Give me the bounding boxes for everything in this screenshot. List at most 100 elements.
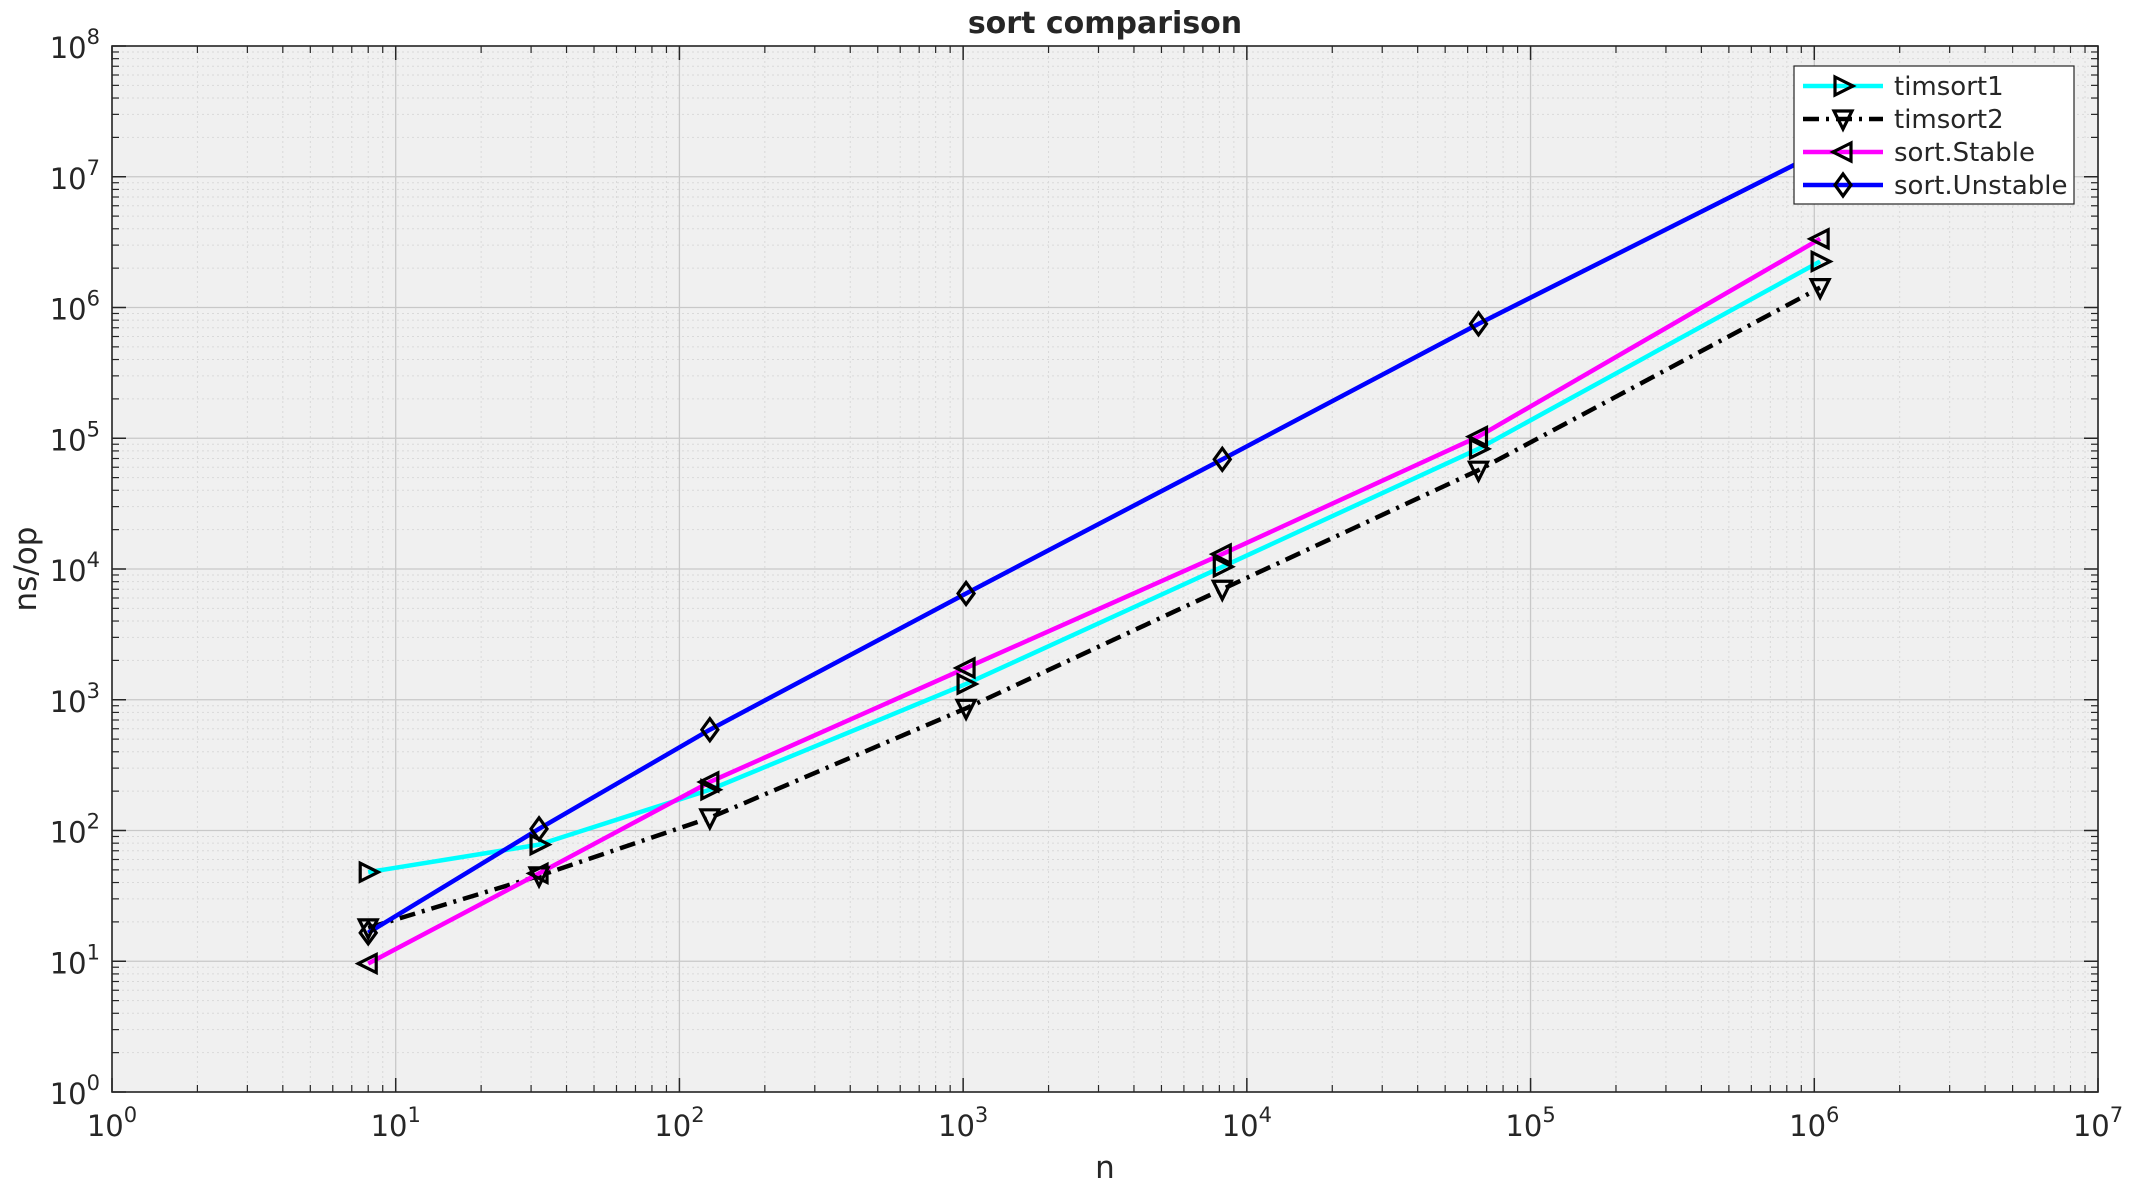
data-point-sort-stable [1208, 542, 1232, 566]
x-tick-base: 10 [1222, 1109, 1259, 1143]
series-line-timsort1 [367, 259, 1822, 875]
series-line-sort-unstable [367, 149, 1822, 935]
x-tick-label: 102 [654, 1103, 704, 1143]
y-tick-label: 101 [50, 940, 100, 980]
y-tick-base: 10 [50, 423, 87, 457]
legend-label-timsort2: timsort2 [1894, 105, 2004, 135]
series-line-sort-stable [367, 236, 1822, 966]
data-point-sort-unstable [1212, 445, 1233, 474]
data-point-timsort2 [1210, 579, 1234, 603]
y-tick-base: 10 [50, 293, 87, 327]
y-axis-title: ns/op [8, 527, 44, 612]
legend-label-timsort1: timsort1 [1894, 72, 2004, 102]
x-tick-exponent: 3 [975, 1103, 988, 1127]
legend-label-sort-stable: sort.Stable [1894, 138, 2035, 168]
legend-item-timsort1[interactable]: timsort1 [1803, 72, 2004, 102]
data-point-timsort1 [1810, 249, 1834, 274]
data-point-sort-unstable [699, 715, 720, 744]
data-point-timsort2 [954, 698, 978, 722]
chart-title: sort comparison [968, 6, 1242, 41]
data-point-sort-stable [696, 770, 720, 794]
minor-grid [112, 46, 2098, 1092]
y-tick-label: 105 [50, 417, 100, 457]
y-tick-exponent: 8 [87, 25, 100, 49]
x-tick-exponent: 0 [124, 1103, 137, 1127]
legend-label-sort-unstable: sort.Unstable [1894, 171, 2068, 201]
y-tick-base: 10 [50, 1077, 87, 1111]
x-tick-label: 103 [938, 1103, 988, 1143]
y-tick-label: 107 [50, 156, 100, 196]
y-tick-base: 10 [50, 31, 87, 65]
data-point-timsort1 [956, 672, 980, 696]
x-tick-base: 10 [938, 1109, 975, 1143]
x-tick-label: 101 [371, 1103, 421, 1143]
y-tick-exponent: 4 [87, 548, 100, 572]
data-point-timsort2 [1466, 460, 1491, 484]
y-tick-label: 104 [50, 548, 100, 588]
x-tick-exponent: 5 [1542, 1103, 1555, 1127]
series-lines [367, 149, 1822, 966]
x-axis-title: n [1095, 1150, 1115, 1186]
legend-item-sort-stable[interactable]: sort.Stable [1803, 138, 2035, 168]
x-tick-exponent: 4 [1259, 1103, 1272, 1127]
y-tick-exponent: 0 [87, 1071, 100, 1095]
legend-item-sort-unstable[interactable]: sort.Unstable [1803, 171, 2068, 201]
x-tick-base: 10 [87, 1109, 124, 1143]
data-point-sort-stable [1464, 424, 1489, 449]
legend-marker-sort-unstable [1833, 171, 1853, 199]
y-tick-label: 108 [50, 25, 100, 65]
y-tick-label: 106 [50, 287, 100, 327]
y-tick-base: 10 [50, 162, 87, 196]
y-tick-exponent: 6 [87, 287, 100, 311]
y-tick-base: 10 [50, 946, 87, 980]
x-tick-exponent: 7 [2110, 1103, 2123, 1127]
x-tick-label: 107 [2073, 1103, 2123, 1143]
y-tick-exponent: 7 [87, 156, 100, 180]
y-tick-exponent: 1 [87, 940, 100, 964]
x-tick-exponent: 6 [1826, 1103, 1839, 1127]
legend-marker-timsort1 [1833, 74, 1857, 98]
legend-box [1793, 65, 2075, 205]
data-point-sort-stable [354, 951, 378, 976]
data-point-timsort2 [1808, 277, 1832, 302]
data-point-sort-stable [525, 861, 549, 885]
series-markers [354, 138, 1834, 976]
data-point-sort-unstable [529, 815, 550, 843]
x-tick-label: 100 [87, 1103, 137, 1143]
legend-marker-sort-stable [1829, 140, 1853, 164]
data-point-sort-unstable [1468, 310, 1489, 338]
data-point-sort-stable [952, 656, 976, 680]
data-point-timsort1 [1468, 437, 1493, 461]
y-tick-label: 102 [50, 810, 100, 850]
data-point-sort-unstable [358, 919, 379, 947]
x-tick-base: 10 [1505, 1109, 1542, 1143]
data-point-sort-unstable [956, 579, 977, 608]
x-tick-exponent: 2 [691, 1103, 704, 1127]
x-tick-base: 10 [654, 1109, 691, 1143]
x-tick-label: 106 [1789, 1103, 1839, 1143]
y-tick-base: 10 [50, 816, 87, 850]
x-tick-base: 10 [371, 1109, 408, 1143]
y-tick-label: 100 [50, 1071, 100, 1111]
y-tick-exponent: 2 [87, 810, 100, 834]
y-tick-base: 10 [50, 685, 87, 719]
data-point-timsort1 [700, 778, 724, 802]
x-tick-exponent: 1 [407, 1103, 420, 1127]
x-tick-base: 10 [1789, 1109, 1826, 1143]
y-tick-label: 103 [50, 679, 100, 719]
data-point-timsort1 [1212, 555, 1236, 579]
y-tick-exponent: 5 [87, 417, 100, 441]
legend-item-timsort2[interactable]: timsort2 [1803, 105, 2004, 135]
x-tick-label: 105 [1505, 1103, 1555, 1143]
x-tick-base: 10 [2073, 1109, 2110, 1143]
y-tick-exponent: 3 [87, 679, 100, 703]
axis-ticks [111, 45, 2099, 1093]
y-tick-base: 10 [50, 554, 87, 588]
data-point-timsort2 [698, 808, 722, 832]
data-point-timsort1 [358, 860, 382, 884]
data-point-sort-stable [1806, 227, 1830, 251]
x-tick-label: 104 [1222, 1103, 1272, 1143]
